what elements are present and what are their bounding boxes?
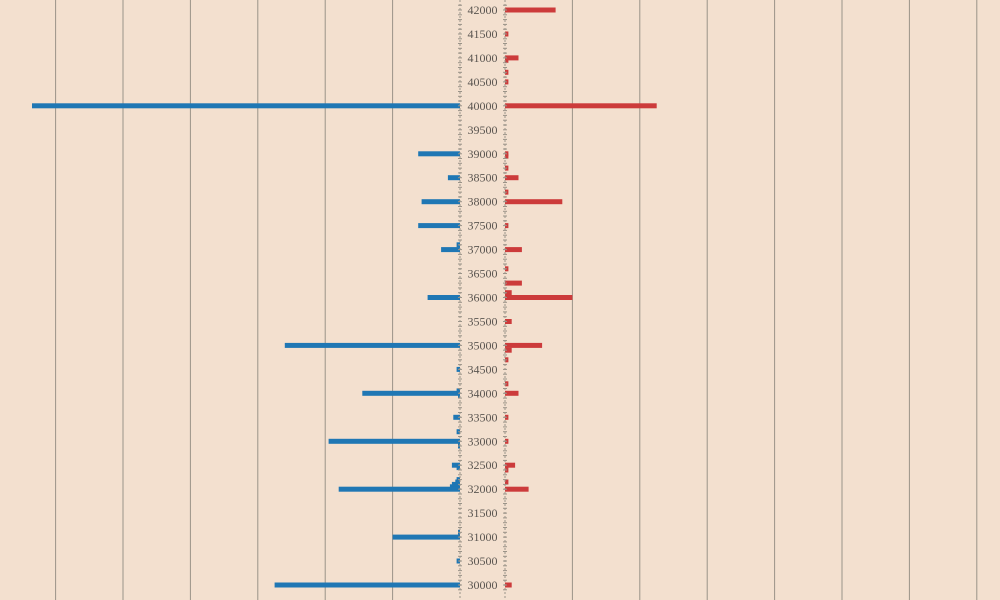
left-bar [427, 295, 460, 300]
y-tick-label: 37500 [468, 219, 498, 233]
y-tick-label: 35500 [468, 315, 498, 329]
y-tick-label: 37000 [468, 243, 498, 257]
right-bar [505, 7, 556, 13]
y-tick-label: 38000 [468, 195, 498, 209]
left-bar [392, 534, 460, 540]
left-bar [284, 342, 460, 348]
y-tick-label: 40000 [468, 99, 498, 113]
left-series-bars [32, 103, 460, 588]
right-bar [505, 175, 519, 181]
right-bar [505, 247, 522, 253]
right-bar [505, 319, 512, 324]
left-bar [338, 486, 460, 492]
y-tick-label: 31000 [468, 530, 498, 544]
vertical-gridlines [55, 0, 978, 600]
left-bar [418, 151, 460, 157]
y-tick-label: 32500 [468, 458, 498, 472]
right-bar [505, 390, 519, 396]
center-price-axis: 30000 30500 31000 31500 32000 32500 33000 33500… [458, 0, 507, 600]
right-series-bars [505, 7, 657, 588]
left-bar [418, 223, 460, 229]
left-bar [32, 103, 460, 109]
right-bar [505, 342, 543, 348]
y-tick-label: 34000 [468, 386, 498, 400]
y-tick-label: 30500 [468, 554, 498, 568]
left-bar [362, 390, 460, 396]
axis-band [461, 0, 504, 600]
left-bar [421, 199, 460, 205]
y-tick-label: 35000 [468, 338, 498, 352]
right-bar [505, 462, 516, 468]
right-bar [505, 199, 563, 205]
y-tick-label: 41000 [468, 51, 498, 65]
left-bar [456, 388, 460, 394]
left-bar [451, 462, 460, 468]
y-tick-label: 34500 [468, 362, 498, 376]
left-bar [328, 438, 460, 444]
y-tick-label: 36000 [468, 291, 498, 305]
y-tick-label: 36500 [468, 267, 498, 281]
y-tick-label: 41500 [468, 27, 498, 41]
right-bar [505, 290, 512, 296]
y-tick-label: 33500 [468, 410, 498, 424]
right-bar [505, 280, 522, 286]
left-bar [441, 247, 460, 253]
right-bar [505, 486, 529, 492]
right-bar [505, 295, 573, 300]
left-bar [274, 582, 460, 588]
y-tick-label: 40500 [468, 75, 498, 89]
y-tick-label: 42000 [468, 3, 498, 17]
left-bar [447, 175, 460, 181]
y-tick-label: 38500 [468, 171, 498, 185]
right-bar [505, 347, 512, 353]
y-tick-label: 32000 [468, 482, 498, 496]
right-bar [505, 582, 512, 588]
y-tick-label: 39000 [468, 147, 498, 161]
y-tick-label: 33000 [468, 434, 498, 448]
right-bar [505, 479, 509, 485]
right-bar [505, 103, 657, 109]
y-tick-label: 31500 [468, 506, 498, 520]
y-tick-label: 30000 [468, 578, 498, 592]
right-bar [505, 55, 519, 61]
left-bar [453, 414, 460, 420]
y-tick-label: 39500 [468, 123, 498, 137]
